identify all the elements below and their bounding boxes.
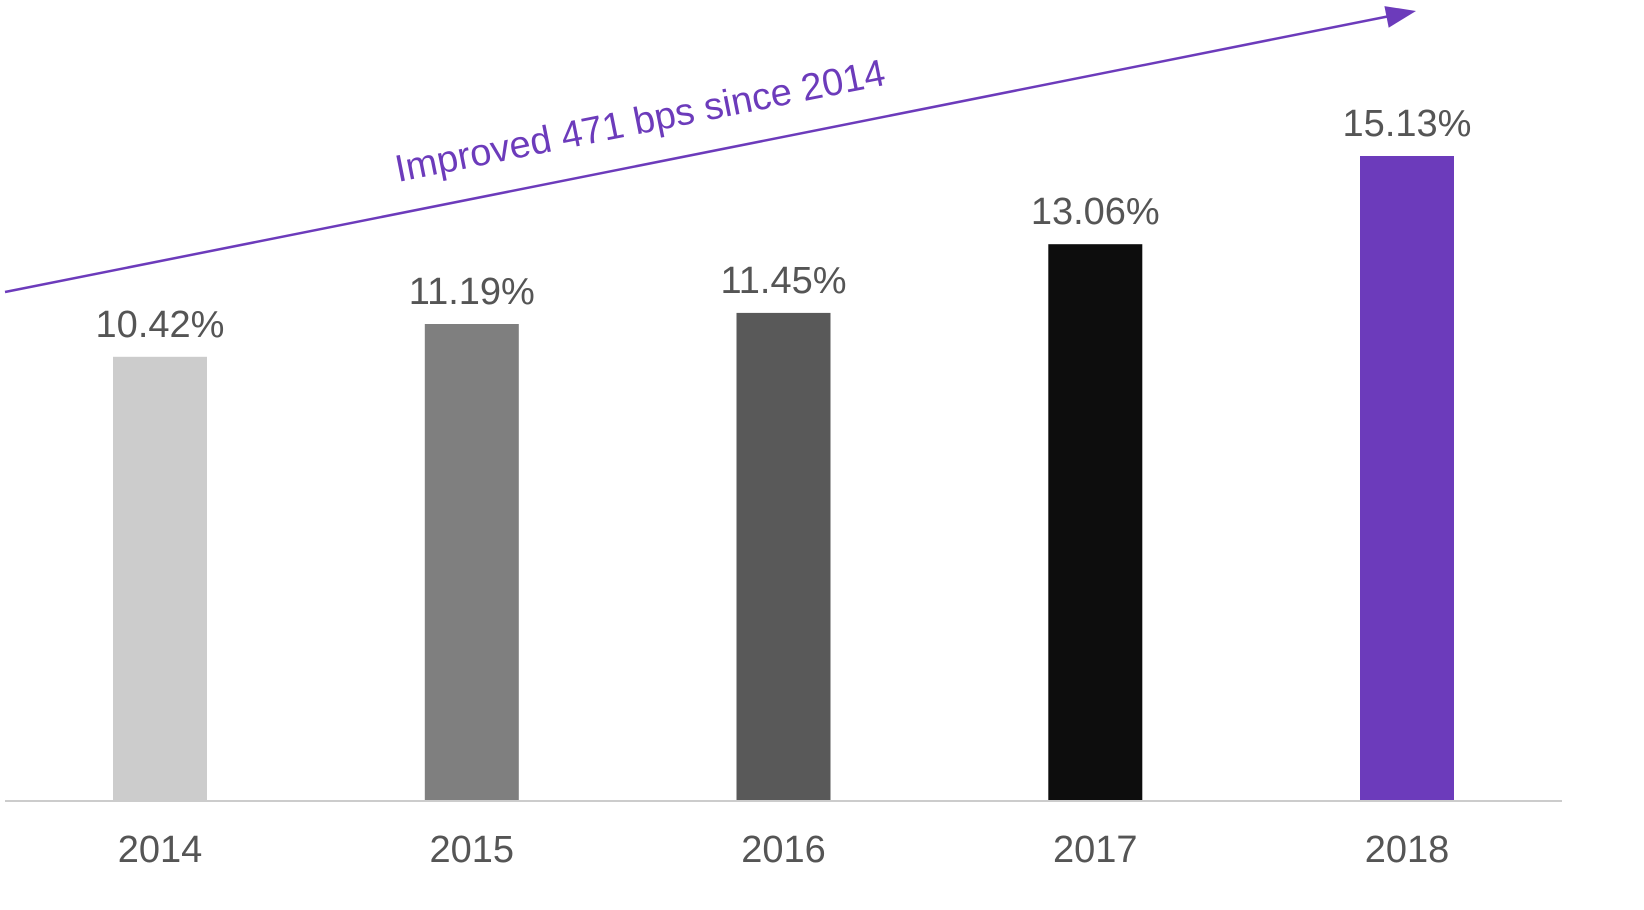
x-tick-label-2017: 2017 bbox=[1053, 829, 1138, 871]
bar-2018 bbox=[1360, 156, 1454, 801]
bar-2015 bbox=[424, 324, 519, 801]
bar-2016 bbox=[736, 312, 831, 801]
trend-arrow-head bbox=[1384, 6, 1416, 28]
x-tick-label-2016: 2016 bbox=[741, 829, 826, 871]
bars-group bbox=[113, 156, 1454, 801]
trend-arrow-line bbox=[4, 13, 1396, 294]
trend-annotation: Improved 471 bps since 2014 bbox=[4, 6, 1416, 294]
value-label-2018: 15.13% bbox=[1343, 103, 1472, 145]
value-label-2015: 11.19% bbox=[409, 271, 535, 313]
bar-2014 bbox=[113, 356, 207, 801]
x-tick-label-2018: 2018 bbox=[1365, 829, 1450, 871]
trend-annotation-text: Improved 471 bps since 2014 bbox=[392, 52, 889, 191]
x-tick-label-2015: 2015 bbox=[430, 829, 515, 871]
value-label-2017: 13.06% bbox=[1031, 191, 1160, 233]
x-tick-label-2014: 2014 bbox=[118, 829, 203, 871]
value-labels-group: 10.42% 11.19% 11.45% 13.06% 15.13% bbox=[96, 103, 1472, 346]
value-label-2014: 10.42% bbox=[96, 304, 225, 346]
x-tick-labels-group: 2014 2015 2016 2017 2018 bbox=[118, 829, 1450, 871]
bar-2017 bbox=[1048, 244, 1143, 801]
value-label-2016: 11.45% bbox=[720, 260, 846, 302]
